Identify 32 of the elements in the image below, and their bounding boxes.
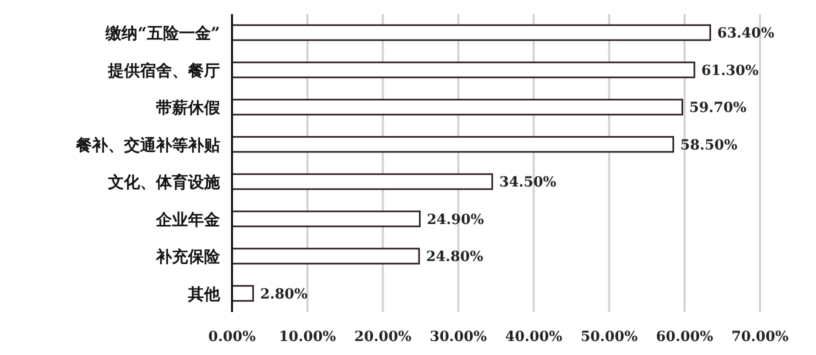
- y-tick-label: 文化、体育设施: [107, 172, 221, 192]
- bar: [231, 136, 674, 153]
- x-tick-label: 30.00%: [430, 329, 487, 345]
- data-label: 2.80%: [260, 286, 308, 302]
- x-tick-label: 0.00%: [208, 329, 256, 345]
- x-tick-label: 10.00%: [278, 329, 336, 345]
- data-label: 58.50%: [680, 137, 738, 154]
- x-tick-label: 70.00%: [731, 329, 789, 345]
- x-tick-label: 50.00%: [580, 329, 638, 345]
- data-label: 24.90%: [426, 212, 484, 228]
- y-tick-label: 其他: [187, 284, 221, 304]
- bar: [231, 248, 420, 264]
- bar: [231, 285, 254, 302]
- x-tick-label: 40.00%: [505, 329, 562, 345]
- data-label: 24.80%: [426, 249, 484, 266]
- x-tick-label: 60.00%: [656, 329, 714, 345]
- bar: [231, 62, 696, 78]
- bar: [231, 24, 712, 41]
- y-tick-label: 补充保险: [155, 247, 221, 266]
- y-tick-label: 餐补、交通补等补贴: [75, 135, 220, 154]
- data-label: 61.30%: [701, 62, 759, 79]
- x-tick-label: 20.00%: [354, 329, 412, 345]
- y-tick-label: 缴纳“五险一金”: [104, 24, 220, 43]
- data-label: 34.50%: [499, 174, 556, 191]
- y-tick-label: 带薪休假: [156, 98, 221, 118]
- data-label: 59.70%: [689, 100, 746, 116]
- data-label: 63.40%: [717, 26, 774, 42]
- bar: [231, 210, 421, 228]
- y-tick-label: 提供宿舍、餐厅: [107, 60, 220, 80]
- bar: [231, 173, 494, 190]
- y-tick-label: 企业年金: [155, 210, 220, 229]
- bar: [231, 98, 684, 116]
